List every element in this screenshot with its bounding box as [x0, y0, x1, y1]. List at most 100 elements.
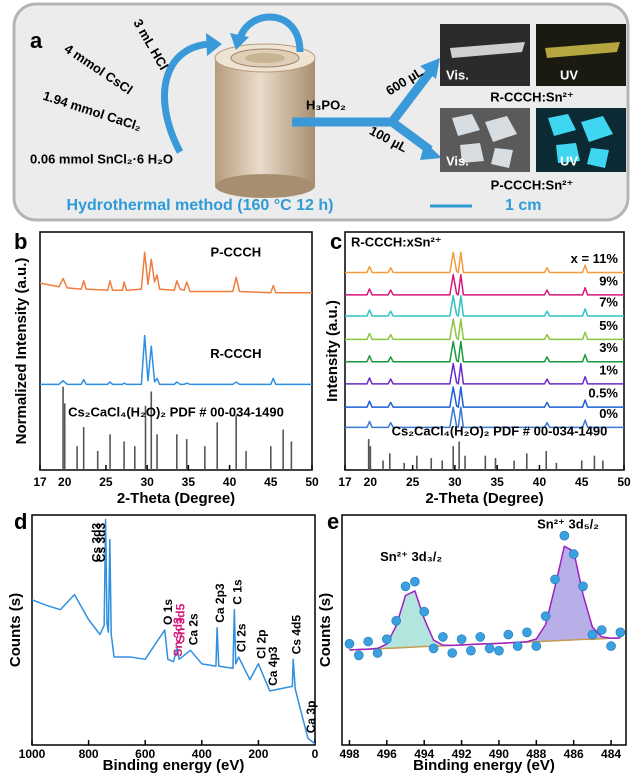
photo-label: UV	[560, 67, 578, 82]
data-point	[466, 646, 475, 655]
x-tick-label: 40	[223, 475, 237, 489]
data-line	[345, 341, 624, 361]
photo	[536, 108, 626, 172]
peak-label: Cl 2s	[235, 623, 249, 652]
data-point	[504, 630, 513, 639]
x-tick-label: 17	[33, 475, 47, 489]
data-point	[354, 651, 363, 660]
x-tick-label: 50	[305, 475, 319, 489]
data-point	[579, 582, 588, 591]
series-label: 0.5%	[588, 386, 618, 401]
series-label: 7%	[599, 294, 618, 309]
figure: a 3 mL HCl 4 mmol CsCl 1.94 mmol CaCl₂ 0…	[0, 0, 632, 773]
x-tick-label: 0	[312, 747, 319, 761]
annotation: R-CCCH:xSn²⁺	[351, 234, 442, 249]
reagent: 0.06 mmol SnCl₂·6 H₂O	[30, 151, 173, 166]
autoclave-bottom	[215, 174, 315, 198]
data-point	[494, 646, 503, 655]
data-point	[429, 644, 438, 653]
peak-label: Ca 2p3	[213, 583, 227, 623]
data-point	[438, 632, 447, 641]
x-tick-label: 50	[617, 475, 631, 489]
panel-label: e	[327, 509, 339, 534]
data-point	[401, 582, 410, 591]
x-tick-label: 20	[364, 475, 378, 489]
data-point	[448, 649, 457, 658]
data-point	[485, 644, 494, 653]
data-point	[345, 639, 354, 648]
x-tick-label: 25	[99, 475, 113, 489]
data-point	[560, 531, 569, 540]
data-line	[345, 275, 624, 295]
panel-label: d	[14, 509, 27, 534]
panel-label: c	[330, 229, 342, 254]
data-line	[345, 387, 624, 407]
peak-label: Ca 3p	[304, 701, 318, 734]
x-tick-label: 30	[140, 475, 154, 489]
x-tick-label: 35	[182, 475, 196, 489]
x-axis-label: 2-Theta (Degree)	[117, 490, 235, 507]
data-point	[513, 642, 522, 651]
x-tick-label: 1000	[19, 747, 46, 761]
peak-label: Ca 2s	[187, 613, 201, 645]
data-point	[588, 630, 597, 639]
series-label: P-CCCH	[211, 245, 262, 260]
data-point	[569, 550, 578, 559]
data-point	[364, 637, 373, 646]
peak-label: Sn 3d5	[173, 603, 187, 643]
peak-label: Sn²⁺ 3d₅/₂	[537, 516, 599, 531]
data-point	[522, 628, 531, 637]
panel-label: b	[14, 229, 27, 254]
data-point	[420, 607, 429, 616]
series-label: Cs₂CaCl₄(H₂O)₂ PDF # 00-034-1490	[392, 423, 608, 438]
x-axis-label: Binding energy (eV)	[413, 757, 555, 773]
peak-label: Ca 4p3	[266, 646, 280, 686]
data-point	[597, 626, 606, 635]
data-point	[373, 649, 382, 658]
series-label: 3%	[599, 340, 618, 355]
peak-label: Cs 4d5	[289, 615, 303, 655]
x-tick-label: 45	[575, 475, 589, 489]
peak-label: Sn²⁺ 3d₃/₂	[380, 549, 442, 564]
scale-label: 1 cm	[505, 197, 541, 214]
x-tick-label: 486	[564, 747, 584, 761]
plot-frame	[40, 232, 312, 470]
x-axis-label: 2-Theta (Degree)	[425, 490, 543, 507]
x-tick-label: 20	[58, 475, 72, 489]
peak-label: C 1s	[231, 579, 245, 605]
series-label: Cs₂CaCl₄(H₂O)₂ PDF # 00-034-1490	[68, 404, 284, 419]
series-label: R-CCCH	[210, 346, 261, 361]
data-line	[345, 296, 624, 316]
data-point	[541, 612, 550, 621]
series-label: 5%	[599, 318, 618, 333]
data-point	[392, 616, 401, 625]
data-point	[410, 577, 419, 586]
photo-label: UV	[560, 153, 578, 168]
data-line	[40, 252, 312, 292]
data-line	[40, 336, 312, 385]
data-point	[607, 642, 616, 651]
y-axis-label: Counts (s)	[7, 593, 24, 667]
product: P-CCCH:Sn²⁺	[491, 177, 574, 192]
x-tick-label: 40	[533, 475, 547, 489]
x-axis-label: Binding energy (eV)	[103, 757, 245, 773]
product: R-CCCH:Sn²⁺	[490, 89, 573, 104]
series-label: 9%	[599, 273, 618, 288]
data-point	[616, 628, 625, 637]
autoclave-ring	[245, 53, 285, 63]
series-label: 0%	[599, 406, 618, 421]
x-tick-label: 496	[377, 747, 397, 761]
peak-label: Cs 3d3	[94, 523, 108, 563]
x-tick-label: 25	[406, 475, 420, 489]
series-label: x = 11%	[571, 251, 619, 266]
panel-a: a 3 mL HCl 4 mmol CsCl 1.94 mmol CaCl₂ 0…	[14, 4, 628, 220]
x-tick-label: 45	[264, 475, 278, 489]
additive: H₃PO₂	[306, 97, 346, 112]
data-point	[476, 632, 485, 641]
data-point	[382, 635, 391, 644]
x-tick-label: 498	[339, 747, 359, 761]
y-axis-label: Normalized Intensity (a.u.)	[13, 258, 30, 445]
x-tick-label: 35	[491, 475, 505, 489]
data-point	[457, 635, 466, 644]
data-point	[551, 575, 560, 584]
